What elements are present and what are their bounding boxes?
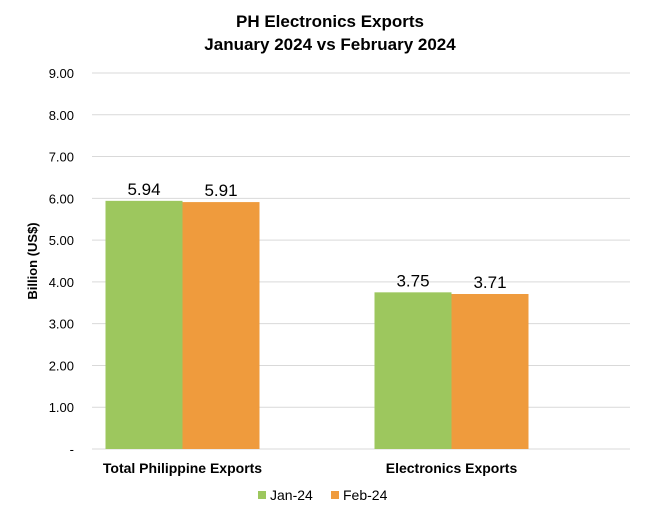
y-tick-label: 6.00	[49, 191, 74, 206]
bar-jan-24	[105, 200, 183, 449]
legend-label: Feb-24	[343, 487, 388, 503]
bar-feb-24	[451, 294, 529, 449]
y-tick-label: 4.00	[49, 275, 74, 290]
legend-label: Jan-24	[270, 487, 313, 503]
bar-jan-24	[374, 292, 452, 449]
y-tick-label: 8.00	[49, 108, 74, 123]
data-label: 3.75	[396, 271, 429, 290]
y-axis-label: Billion (US$)	[25, 222, 40, 299]
x-tick-label: Total Philippine Exports	[103, 460, 262, 476]
y-tick-label: 3.00	[49, 317, 74, 332]
y-tick-label: 9.00	[49, 66, 74, 81]
data-label: 5.91	[204, 181, 237, 200]
y-tick-label: 1.00	[49, 400, 74, 415]
chart-title: PH Electronics Exports	[236, 12, 424, 31]
y-tick-label: -	[70, 442, 74, 457]
x-tick-label: Electronics Exports	[386, 460, 518, 476]
data-label: 5.94	[127, 180, 160, 199]
legend-swatch-jan-24	[258, 491, 266, 499]
chart-subtitle: January 2024 vs February 2024	[204, 35, 456, 54]
legend-swatch-feb-24	[331, 491, 339, 499]
data-label: 3.71	[473, 273, 506, 292]
bar-feb-24	[182, 202, 260, 449]
y-tick-label: 5.00	[49, 233, 74, 248]
y-tick-label: 2.00	[49, 358, 74, 373]
y-tick-label: 7.00	[49, 150, 74, 165]
